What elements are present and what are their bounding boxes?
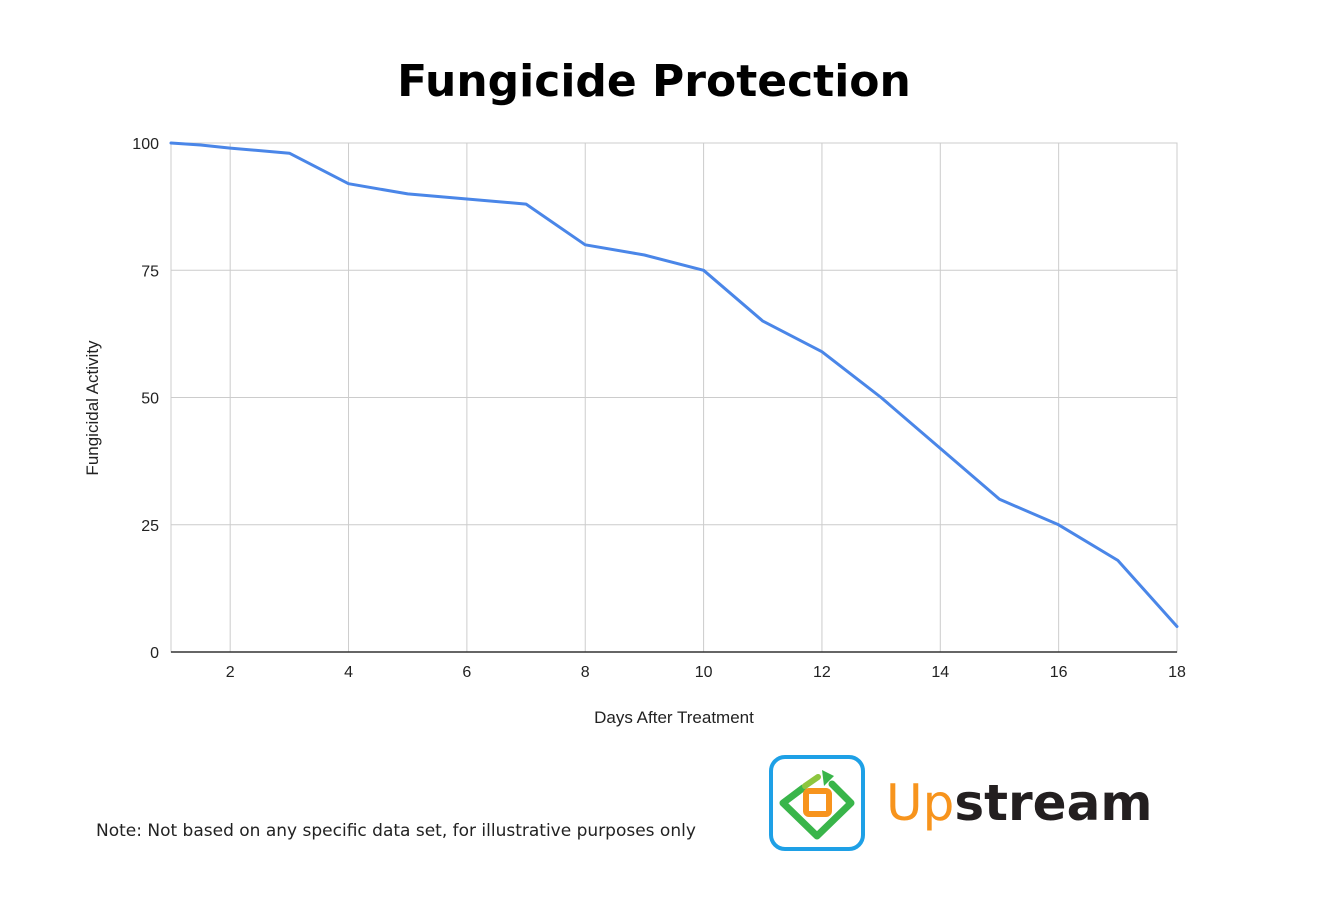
x-tick-label: 18 [1168,664,1186,681]
y-axis-label: Fungicidal Activity [83,340,102,476]
x-tick-labels: 2 4 6 8 10 12 14 16 18 [226,664,1186,681]
x-tick-label: 2 [226,664,235,681]
brand-part-up: Up [886,774,954,832]
chart-title: Fungicide Protection [397,56,911,107]
recycle-arrow-logo-icon [769,755,865,851]
x-tick-label: 6 [462,664,471,681]
series-layer [169,141,1179,628]
y-tick-label: 100 [132,136,159,153]
y-tick-label: 0 [150,645,159,662]
brand-name: Upstream [886,774,1152,832]
x-axis-label: Days After Treatment [594,708,754,727]
x-tick-label: 10 [695,664,713,681]
chart-grid [170,142,1178,653]
brand-part-stream: stream [954,774,1152,832]
note-text: Note: Not based on any specific data set… [96,821,696,841]
y-tick-label: 25 [141,518,159,535]
y-tick-label: 75 [141,263,159,280]
x-tick-label: 12 [813,664,831,681]
y-tick-labels: 0 25 50 75 100 [132,136,159,662]
x-tick-label: 14 [931,664,949,681]
x-tick-label: 4 [344,664,353,681]
y-tick-label: 50 [141,391,159,408]
series-line [169,141,1179,628]
x-tick-label: 16 [1050,664,1068,681]
x-tick-label: 8 [581,664,590,681]
